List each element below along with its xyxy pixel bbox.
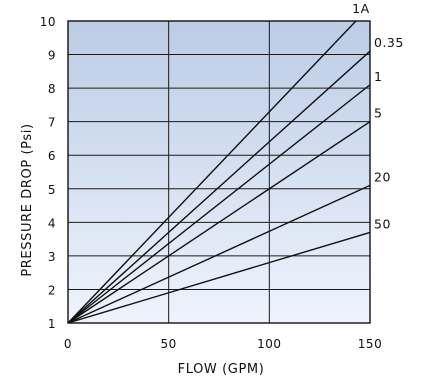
y-tick-label: 3 [48, 250, 56, 264]
x-tick-label: 150 [358, 337, 382, 351]
plot-frame [67, 20, 371, 324]
series-line [67, 184, 371, 324]
series-labels: 1A 0.35 1 5 20 50 [352, 1, 404, 231]
y-tick-label: 8 [48, 82, 56, 96]
x-tick-label: 100 [257, 337, 281, 351]
y-tick-label: 10 [40, 15, 56, 29]
series-label: 5 [374, 106, 382, 121]
y-tick-label: 4 [48, 216, 56, 230]
x-tick-label: 50 [161, 337, 177, 351]
series-line [67, 231, 371, 324]
series-line [67, 50, 371, 324]
y-tick-label: 2 [48, 283, 56, 297]
x-tick-label: 0 [64, 337, 72, 351]
series-label: 0.35 [374, 35, 404, 50]
series-label: 20 [374, 169, 391, 184]
series-label: 50 [374, 216, 391, 231]
series-line [67, 84, 371, 324]
y-tick-label: 6 [48, 149, 56, 163]
y-tick-label: 1 [48, 317, 56, 331]
series-line [67, 20, 357, 324]
y-tick-label: 9 [48, 49, 56, 63]
series-line [67, 121, 371, 324]
y-tick-label: 7 [48, 116, 56, 130]
series-label: 1 [374, 69, 382, 84]
x-axis-title: FLOW (GPM) [178, 362, 265, 377]
plot-area [68, 21, 370, 323]
series-lines [67, 20, 371, 324]
y-tick-label: 5 [48, 183, 56, 197]
y-axis-title: PRESSURE DROP (Psi) [20, 123, 35, 276]
series-label: 1A [352, 1, 370, 16]
